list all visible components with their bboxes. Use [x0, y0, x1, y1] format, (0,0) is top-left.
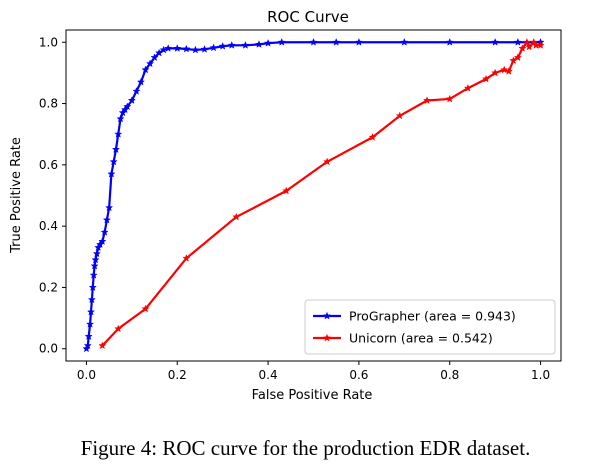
series-0-point-18	[109, 157, 118, 166]
series-0-point-30	[150, 53, 159, 62]
series-0-point-7	[89, 270, 98, 279]
series-0-point-42	[254, 40, 264, 48]
chart-title: ROC Curve	[267, 8, 349, 26]
series-1-point-10	[445, 94, 454, 103]
x-tick-label-1: 0.2	[168, 368, 187, 382]
series-0-point-24	[123, 102, 132, 111]
legend-label-1: Unicorn (area = 0.542)	[349, 331, 493, 346]
series-0-point-1	[83, 341, 92, 350]
series-0-point-43	[263, 38, 273, 47]
series-1-point-19	[522, 37, 532, 46]
series-0-point-28	[141, 65, 150, 74]
series-0-point-49	[445, 37, 454, 46]
series-1-point-11	[463, 83, 473, 92]
series-0-point-50	[491, 37, 500, 46]
series-0-point-39	[218, 41, 227, 50]
series-0-point-16	[105, 203, 114, 212]
x-tick-label-5: 1.0	[531, 368, 550, 382]
series-0-point-3	[85, 319, 95, 328]
series-1-point-14	[500, 65, 509, 74]
series-1-point-23	[536, 41, 545, 49]
series-0-point-41	[241, 41, 250, 49]
series-0-point-46	[332, 37, 341, 46]
series-0-point-15	[102, 215, 111, 224]
series-1-point-15	[504, 67, 513, 75]
series-0-point-26	[132, 86, 141, 95]
y-tick-label-4: 0.8	[39, 97, 58, 111]
series-0-point-27	[136, 77, 146, 86]
series-1-point-21	[529, 37, 538, 46]
series-0-point-10	[92, 249, 101, 258]
y-tick-label-0: 0.0	[39, 342, 58, 356]
series-0-point-45	[309, 37, 318, 46]
series-0-point-20	[114, 129, 123, 138]
series-0-point-9	[91, 255, 100, 264]
series-1-point-4	[232, 212, 241, 221]
series-0-point-13	[98, 237, 107, 245]
series-1-point-20	[525, 42, 534, 51]
series-1-point-13	[491, 68, 500, 77]
series-0-point-36	[191, 45, 200, 54]
series-1-point-12	[481, 74, 491, 83]
x-tick-label-0: 0.0	[77, 368, 96, 382]
series-0-point-48	[400, 37, 409, 46]
series-0-point-4	[86, 307, 96, 316]
series-1-point-7	[368, 132, 377, 141]
series-0-point-35	[182, 44, 191, 53]
x-tick-label-4: 0.8	[440, 368, 459, 382]
legend-box	[304, 299, 556, 355]
series-1-point-18	[518, 44, 527, 52]
series-1-point-5	[282, 186, 291, 195]
series-0-point-6	[88, 283, 97, 291]
series-1-point-2	[141, 304, 150, 313]
series-0-point-17	[107, 169, 116, 178]
series-0-point-34	[173, 44, 182, 52]
x-axis-label: False Positive Rate	[252, 388, 373, 403]
series-1-point-0	[98, 341, 107, 350]
series-0-point-32	[159, 45, 168, 54]
series-1-point-1	[114, 324, 123, 333]
y-tick-label-1: 0.2	[39, 280, 58, 294]
y-tick-label-5: 1.0	[39, 35, 58, 49]
series-0-point-5	[87, 295, 96, 304]
legend-label-0: ProGrapher (area = 0.943)	[349, 309, 516, 324]
x-tick-label-3: 0.6	[349, 368, 368, 382]
series-1-point-17	[513, 53, 522, 62]
x-tick-label-2: 0.4	[259, 368, 278, 382]
series-0-point-40	[227, 41, 236, 49]
series-0-point-25	[127, 96, 136, 104]
series-0-point-51	[513, 37, 522, 46]
series-0-point-29	[145, 59, 155, 68]
series-1-point-9	[422, 96, 432, 104]
series-0-point-38	[209, 43, 218, 52]
series-1-point-8	[395, 111, 404, 120]
y-axis-label: True Positive Rate	[9, 137, 24, 254]
series-0-point-37	[200, 44, 209, 53]
figure-caption: Figure 4: ROC curve for the production E…	[80, 436, 531, 460]
series-0-point-44	[277, 37, 286, 46]
series-1-point-3	[182, 254, 191, 262]
roc-chart: ROC Curve 0.0 0.2 0.4 0.6 0.8 1.0 0.0 0.2 0.4 0.6…	[9, 8, 562, 403]
series-0-point-14	[100, 227, 109, 236]
legend-marker-0	[322, 311, 332, 320]
series-0-point-33	[164, 44, 173, 52]
series-0-point-19	[111, 145, 121, 154]
series-0-point-21	[116, 114, 125, 123]
series-0-point-47	[354, 37, 364, 46]
y-tick-label-2: 0.4	[39, 219, 58, 233]
series-0-point-8	[90, 261, 99, 270]
series-0-point-2	[84, 332, 93, 340]
plot-frame	[65, 29, 562, 362]
legend-marker-1	[322, 333, 332, 342]
series-1-point-6	[323, 157, 332, 166]
y-tick-label-3: 0.6	[39, 158, 58, 172]
